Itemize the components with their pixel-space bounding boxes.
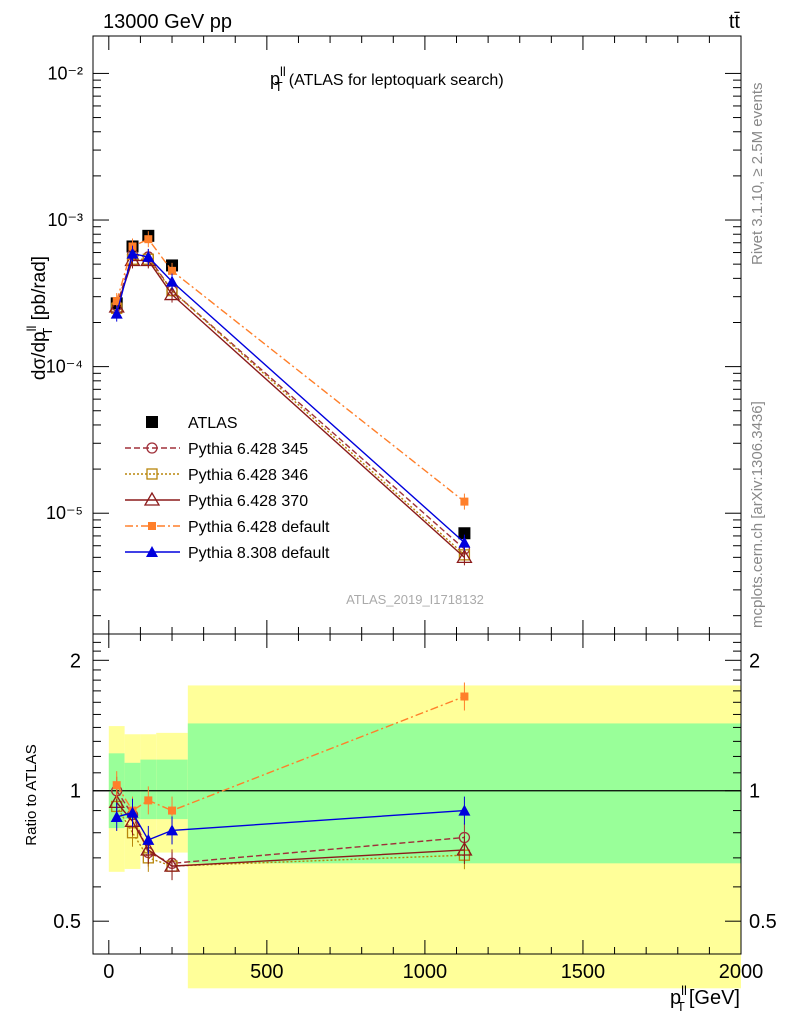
marker-square bbox=[144, 796, 153, 805]
marker-square bbox=[168, 266, 177, 275]
marker-triangle bbox=[126, 247, 139, 259]
legend-label: ATLAS bbox=[188, 415, 238, 432]
ratio-y-tick-label-right: 2 bbox=[749, 650, 760, 672]
y-tick-label: 10⁻⁴ bbox=[46, 357, 83, 377]
marker-triangle bbox=[126, 806, 139, 818]
rivet-version-label: Rivet 3.1.10, ≥ 2.5M events bbox=[749, 83, 766, 266]
y-tick-label: 10⁻² bbox=[47, 63, 83, 83]
ratio-y-tick-label: 0.5 bbox=[53, 911, 81, 933]
y-tick-label: 10⁻⁵ bbox=[46, 503, 83, 523]
marker-triangle bbox=[458, 804, 471, 816]
legend-entry: ATLAS bbox=[146, 415, 238, 432]
legend-entry: Pythia 6.428 346 bbox=[125, 467, 308, 484]
legend-label: Pythia 6.428 345 bbox=[188, 441, 308, 458]
marker-triangle bbox=[456, 841, 473, 856]
legend: ATLAS Pythia 6.428 345 Pythia 6.428 346 Pyt… bbox=[125, 415, 330, 562]
analysis-id-watermark: ATLAS_2019_I1718132 bbox=[346, 592, 484, 607]
marker-triangle bbox=[166, 275, 179, 287]
main-panel: 10⁻² 10⁻³ 10⁻⁴ 10⁻⁵ pll T (ATLAS for leptoqua… bbox=[24, 35, 742, 635]
marker-square bbox=[458, 527, 471, 540]
ratio-series-line bbox=[116, 790, 465, 865]
x-tick-label: 1000 bbox=[403, 961, 448, 983]
ratio-y-tick-label: 1 bbox=[70, 781, 81, 803]
legend-entry: Pythia 6.428 370 bbox=[125, 491, 308, 510]
legend-entry: Pythia 6.428 345 bbox=[125, 441, 308, 458]
x-axis-label: pll T [GeV] bbox=[670, 983, 740, 1014]
y-tick-label: 10⁻³ bbox=[47, 210, 83, 230]
marker-triangle bbox=[146, 546, 158, 557]
marker-triangle bbox=[140, 841, 157, 856]
marker-triangle bbox=[458, 536, 471, 548]
header-process-label: tt̄ bbox=[729, 11, 741, 33]
marker-triangle bbox=[142, 833, 155, 845]
header-energy-label: 13000 GeV pp bbox=[103, 11, 232, 33]
ratio-y-axis-label: Ratio to ATLAS bbox=[23, 744, 40, 845]
legend-label: Pythia 6.428 default bbox=[188, 519, 330, 536]
marker-square bbox=[112, 781, 121, 790]
main-y-axis-label: dσ/dpllT [pb/rad] bbox=[24, 256, 55, 380]
mcplots-label: mcplots.cern.ch [arXiv:1306.3436] bbox=[749, 401, 766, 628]
marker-square bbox=[460, 692, 469, 701]
legend-entry: Pythia 8.308 default bbox=[125, 545, 330, 562]
main-series-5 bbox=[110, 245, 471, 551]
series-line bbox=[116, 238, 465, 503]
x-tick-label: 1500 bbox=[561, 961, 606, 983]
marker-square bbox=[460, 497, 469, 506]
ratio-panel-frame bbox=[92, 633, 742, 955]
marker-square bbox=[146, 468, 158, 480]
series-line bbox=[116, 258, 465, 556]
marker-square bbox=[146, 416, 158, 428]
ratio-y-tick-label: 2 bbox=[70, 650, 81, 672]
x-tick-label: 0 bbox=[103, 961, 114, 983]
x-tick-label: 2000 bbox=[719, 961, 764, 983]
ratio-y-tick-label-right: 0.5 bbox=[749, 911, 777, 933]
marker-square bbox=[168, 806, 177, 815]
marker-triangle bbox=[142, 250, 155, 262]
marker-circle bbox=[146, 442, 158, 454]
ratio-plot-content bbox=[93, 682, 741, 989]
ratio-y-tick-label-right: 1 bbox=[749, 781, 760, 803]
marker-triangle bbox=[143, 491, 161, 506]
ratio-series-4 bbox=[110, 796, 471, 854]
legend-label: Pythia 6.428 370 bbox=[188, 493, 308, 510]
legend-label: Pythia 6.428 346 bbox=[188, 467, 308, 484]
ratio-axis-ticks: 2 2 1 1 0.5 0.5 0 500 1000 1500 2000 bbox=[53, 634, 777, 983]
marker-triangle bbox=[456, 549, 473, 563]
legend-label: Pythia 8.308 default bbox=[188, 545, 330, 562]
series-line bbox=[116, 259, 465, 558]
ratio-panel: 2 2 1 1 0.5 0.5 0 500 1000 1500 2000 Ratio to ATLA… bbox=[23, 633, 777, 1014]
main-axis-ticks: 10⁻² 10⁻³ 10⁻⁴ 10⁻⁵ bbox=[46, 36, 742, 634]
marker-triangle bbox=[166, 824, 179, 836]
marker-triangle bbox=[110, 307, 123, 319]
marker-square bbox=[148, 522, 156, 530]
marker-triangle bbox=[163, 286, 181, 301]
marker-triangle bbox=[163, 857, 181, 872]
legend-entry: Pythia 6.428 default bbox=[125, 519, 330, 536]
main-plot-title: pll T (ATLAS for leptoquark search) bbox=[270, 64, 504, 94]
main-plot-content bbox=[108, 229, 473, 566]
marker-triangle bbox=[110, 810, 123, 822]
marker-square bbox=[112, 297, 121, 306]
x-tick-label: 500 bbox=[250, 961, 283, 983]
marker-square bbox=[144, 235, 153, 244]
